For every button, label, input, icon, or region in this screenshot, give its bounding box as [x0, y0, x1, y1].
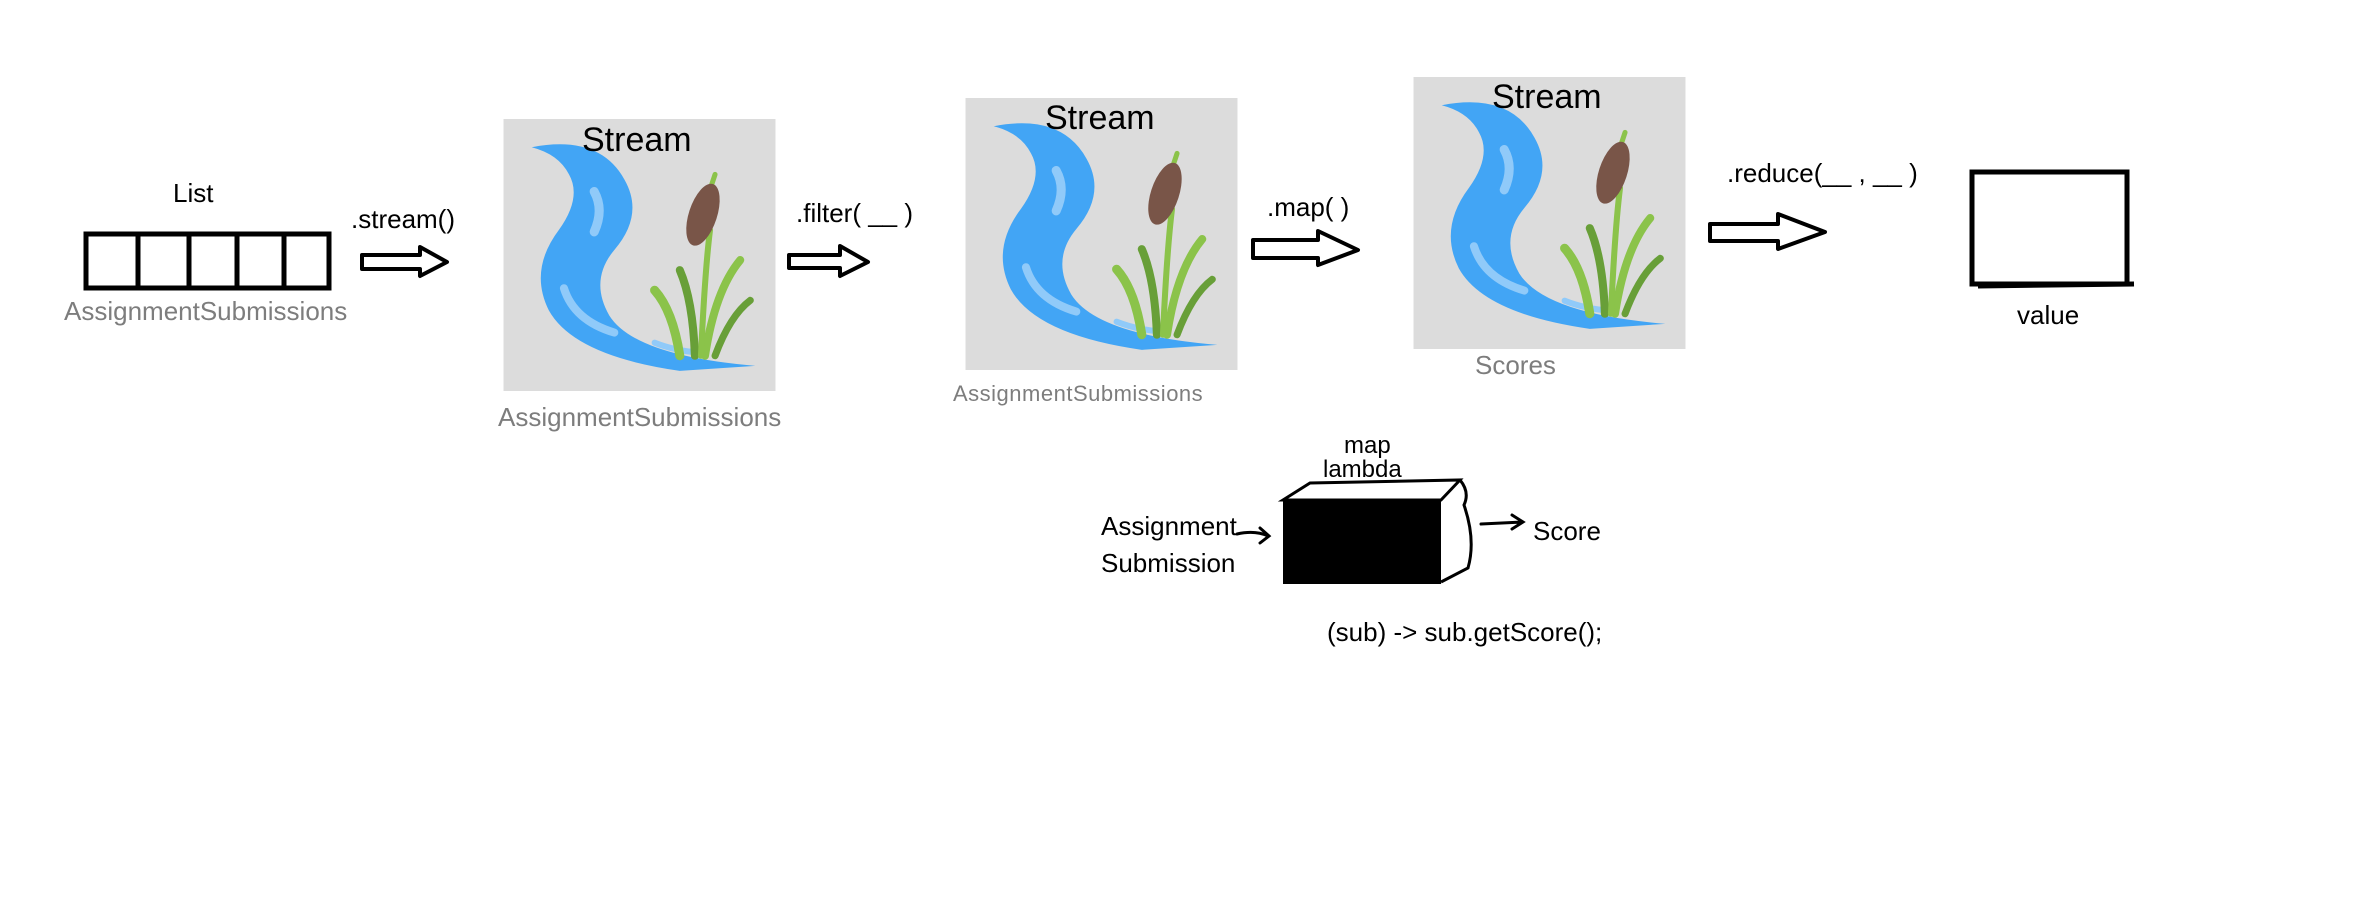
stream-arrow-icon — [362, 247, 447, 276]
lambda-input-line2: Submission — [1101, 550, 1235, 576]
value-caption: value — [2017, 302, 2079, 328]
filter-op-label: .filter( __ ) — [796, 200, 913, 226]
list-caption: AssignmentSubmissions — [64, 298, 347, 324]
stream-panel-2 — [965, 98, 1238, 370]
stream-panel-1-title: Stream — [582, 123, 692, 157]
stream-panel-2-caption: AssignmentSubmissions — [953, 383, 1203, 405]
lambda-box-icon — [1283, 480, 1471, 584]
lambda-input-arrow-icon — [1237, 528, 1269, 543]
stream-panel-3-title: Stream — [1492, 80, 1602, 114]
reduce-op-label: .reduce(__ , __ ) — [1727, 160, 1918, 186]
lambda-input-line1: Assignment — [1101, 513, 1237, 539]
map-op-label: .map( ) — [1267, 194, 1349, 220]
stream-panel-2-title: Stream — [1045, 101, 1155, 135]
value-box-icon — [1972, 172, 2134, 286]
filter-arrow-icon — [789, 246, 868, 276]
lambda-output-arrow-icon — [1481, 515, 1523, 529]
stream-panel-3-caption: Scores — [1475, 352, 1556, 378]
lambda-output-label: Score — [1533, 518, 1601, 544]
stream-op-label: .stream() — [351, 206, 455, 232]
lambda-title-line1: map — [1344, 434, 1391, 458]
stream-panel-1-caption: AssignmentSubmissions — [498, 404, 781, 430]
reduce-arrow-icon — [1710, 214, 1825, 249]
map-arrow-icon — [1253, 231, 1358, 265]
stream-panel-1 — [503, 119, 776, 391]
lambda-title-line2: lambda — [1323, 458, 1402, 482]
stream-panel-3 — [1413, 77, 1686, 349]
list-array-icon — [86, 234, 329, 288]
lambda-code: (sub) -> sub.getScore(); — [1327, 619, 1602, 645]
list-title: List — [173, 180, 213, 206]
